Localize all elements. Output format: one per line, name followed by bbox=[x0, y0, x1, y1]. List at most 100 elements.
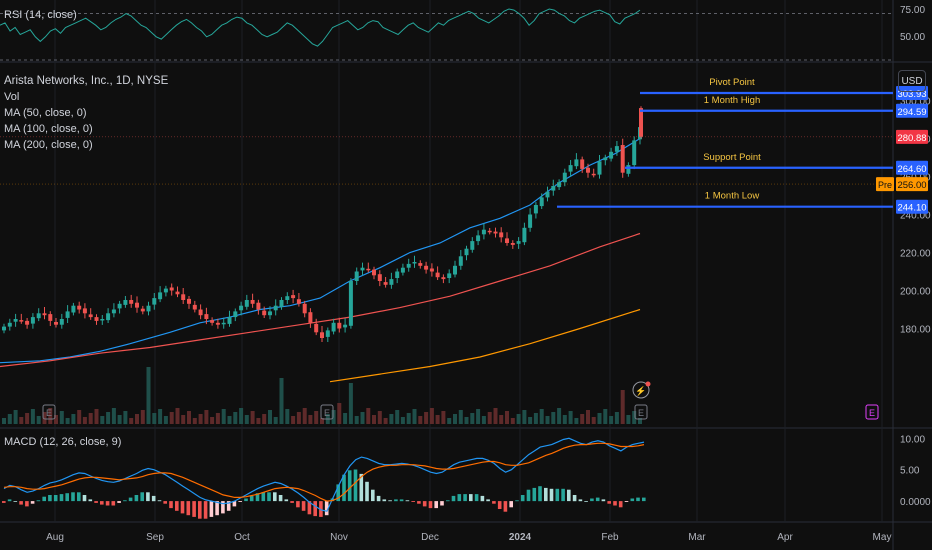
volume-bar bbox=[198, 414, 203, 424]
candle-body bbox=[597, 161, 602, 175]
volume-bar bbox=[620, 390, 625, 424]
rsi-axis-tick: 50.00 bbox=[900, 32, 925, 43]
macd-histogram-bar bbox=[105, 501, 110, 506]
ma100-label[interactable]: MA (100, close, 0) bbox=[4, 123, 93, 135]
volume-label[interactable]: Vol bbox=[4, 91, 20, 103]
candle-body bbox=[360, 267, 365, 271]
volume-bar bbox=[233, 412, 238, 424]
level-label: Support Point bbox=[703, 152, 761, 163]
macd-histogram-bar bbox=[347, 470, 352, 502]
premarket-tag bbox=[876, 177, 894, 192]
volume-bar bbox=[146, 367, 151, 424]
volume-bar bbox=[250, 411, 255, 424]
candle-body bbox=[354, 271, 359, 281]
macd-histogram-bar bbox=[186, 501, 191, 516]
macd-histogram-bar bbox=[388, 500, 392, 502]
volume-bar bbox=[82, 417, 87, 424]
candle-body bbox=[377, 274, 382, 281]
volume-bar bbox=[210, 417, 215, 424]
notification-dot bbox=[645, 381, 651, 387]
volume-bar bbox=[470, 413, 475, 424]
last-price-tag-text: 280.88 bbox=[897, 133, 926, 144]
macd-line bbox=[3, 442, 645, 502]
candle-body bbox=[580, 159, 585, 169]
candle-body bbox=[441, 277, 446, 280]
volume-bar bbox=[163, 416, 168, 424]
candle-body bbox=[424, 265, 429, 270]
candle-body bbox=[609, 151, 614, 159]
candle-body bbox=[233, 311, 238, 318]
volume-bar bbox=[88, 413, 93, 424]
volume-bar bbox=[568, 411, 573, 424]
macd-histogram-bar bbox=[497, 501, 502, 509]
ma50-label[interactable]: MA (50, close, 0) bbox=[4, 107, 87, 119]
macd-line bbox=[3, 437, 645, 512]
price-axis-tick: 180.00 bbox=[900, 325, 931, 336]
volume-bar bbox=[487, 412, 492, 424]
earnings-icon bbox=[42, 404, 56, 420]
x-tick-label: Sep bbox=[146, 532, 164, 543]
candle-body bbox=[48, 314, 53, 321]
candle-body bbox=[227, 317, 232, 324]
volume-bar bbox=[516, 414, 521, 424]
x-tick-label: Dec bbox=[421, 532, 439, 543]
candle-body bbox=[614, 146, 619, 152]
macd-histogram-bar bbox=[567, 489, 571, 502]
volume-bar bbox=[106, 412, 111, 424]
x-tick-label: Aug bbox=[46, 532, 64, 543]
rsi-label[interactable]: RSI (14, close) bbox=[4, 9, 77, 21]
candle-body bbox=[198, 309, 203, 316]
macd-histogram-bar bbox=[82, 495, 87, 502]
ma200-label[interactable]: MA (200, close, 0) bbox=[4, 139, 93, 151]
volume-bar bbox=[383, 418, 388, 424]
macd-histogram-bar bbox=[134, 495, 139, 502]
symbol-title[interactable]: Arista Networks, Inc., 1D, NYSE bbox=[4, 75, 169, 87]
volume-bar bbox=[25, 413, 30, 424]
price-tag-text: 264.60 bbox=[897, 164, 926, 175]
macd-histogram-bar bbox=[590, 498, 594, 502]
macd-histogram-bar bbox=[25, 501, 29, 507]
currency-button[interactable]: USD bbox=[898, 70, 926, 92]
volume-bar bbox=[557, 408, 562, 424]
macd-histogram-bar bbox=[255, 493, 260, 502]
volume-bar bbox=[262, 414, 267, 424]
macd-histogram-bar bbox=[572, 495, 577, 502]
macd-histogram-bar bbox=[2, 501, 6, 503]
volume-bar bbox=[412, 409, 417, 424]
earnings-icon bbox=[865, 404, 879, 420]
volume-bar bbox=[244, 415, 249, 424]
candle-body bbox=[94, 317, 99, 321]
candle-body bbox=[470, 241, 475, 250]
price-pane: Pivot Point 1 Month High Support Point 1 Mo… bbox=[0, 77, 893, 424]
x-tick-label: Nov bbox=[330, 532, 348, 543]
candle-body bbox=[215, 322, 220, 325]
macd-histogram-bar bbox=[249, 495, 254, 502]
time-axis: Aug Sep Oct Nov Dec 2024 Feb Mar Apr May bbox=[46, 532, 891, 543]
volume-bar bbox=[441, 411, 446, 424]
volume-bar bbox=[580, 414, 585, 424]
macd-histogram-bar bbox=[278, 495, 283, 502]
candle-body bbox=[59, 319, 64, 325]
macd-label[interactable]: MACD (12, 26, close, 9) bbox=[4, 436, 122, 448]
macd-histogram-bar bbox=[146, 492, 150, 502]
volume-bar bbox=[505, 411, 509, 424]
macd-histogram-bar bbox=[140, 492, 144, 502]
volume-bar bbox=[187, 411, 191, 424]
candle-body bbox=[285, 296, 290, 300]
volume-bar bbox=[395, 410, 400, 424]
rsi-line bbox=[0, 8, 641, 47]
moving-average-line bbox=[329, 308, 641, 383]
earnings-icon-text: E bbox=[46, 408, 52, 418]
volume-bar bbox=[54, 415, 58, 424]
volume-bar bbox=[181, 415, 186, 424]
candle-body bbox=[250, 300, 255, 304]
volume-bar bbox=[447, 418, 452, 424]
candle-body bbox=[476, 235, 481, 242]
price-tag bbox=[896, 160, 928, 175]
macd-histogram-bar bbox=[88, 499, 93, 502]
macd-histogram-bar bbox=[100, 501, 104, 505]
volume-bar bbox=[435, 415, 440, 424]
volume-bar bbox=[533, 413, 538, 424]
macd-histogram-bar bbox=[111, 501, 116, 506]
